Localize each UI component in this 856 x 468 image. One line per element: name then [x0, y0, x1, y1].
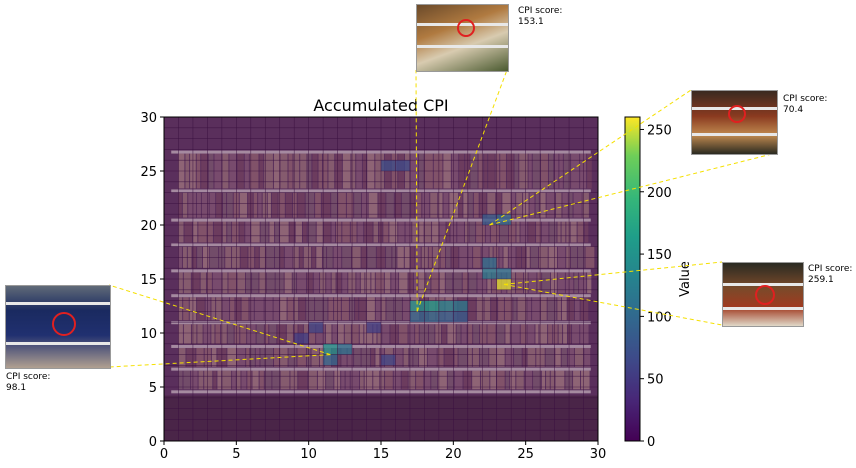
heatmap-cell-19 — [308, 322, 324, 333]
heatmap-cell-17 — [381, 160, 396, 171]
heatmap-cell-8 — [323, 343, 338, 355]
heatmap-cell-15 — [496, 214, 512, 225]
chart-title: Accumulated CPI — [313, 96, 448, 115]
leader-line-1-0 — [489, 89, 692, 226]
colorbar-label: Value — [678, 261, 693, 297]
leader-line-0-1 — [416, 69, 508, 312]
y-axis: 0 5 10 15 20 25 30 — [140, 111, 164, 450]
colorbar-ticks: 0 50 100 150 200 250 — [640, 123, 672, 450]
leader-line-2-0 — [503, 261, 723, 285]
leader-line-1-1 — [489, 152, 777, 226]
x-axis: 0 5 10 15 20 25 30 — [160, 441, 606, 462]
leader-line-3-1 — [108, 354, 331, 368]
inset-thumbnail-right-bottom — [722, 262, 804, 327]
heatmap-cell-4 — [409, 311, 425, 323]
inset-thumbnail-top — [416, 4, 509, 72]
colorbar-tick-label-0: 0 — [647, 435, 655, 450]
heatmap-cell-0 — [409, 300, 425, 312]
heatmap-cell-5 — [424, 311, 439, 323]
heatmap-cell-12 — [482, 268, 497, 279]
cpi-annotation-2: CPI score: 70.4 — [783, 94, 828, 115]
inset-thumbnail-right-top — [691, 90, 778, 155]
colorbar-tick-label-1: 50 — [647, 373, 664, 388]
colorbar-tick-label-3: 150 — [647, 248, 672, 263]
heatmap-cell-6 — [438, 311, 454, 323]
heatmap-cell-22 — [294, 333, 309, 344]
x-tick-label-1: 5 — [232, 447, 240, 462]
y-tick-label-3: 15 — [140, 273, 157, 288]
heatmap-cell-1 — [424, 300, 439, 312]
annotation-leader-lines — [108, 69, 777, 368]
heatmap-cell-2 — [438, 300, 454, 312]
colorbar-tick-label-2: 100 — [647, 310, 672, 325]
y-tick-label-4: 20 — [140, 219, 157, 234]
y-tick-label-1: 5 — [149, 381, 157, 396]
y-tick-label-6: 30 — [140, 111, 157, 126]
x-tick-label-5: 25 — [517, 447, 534, 462]
colorbar — [624, 116, 641, 442]
x-tick-label-3: 15 — [373, 447, 390, 462]
heatmap-cell-16 — [482, 214, 497, 225]
y-tick-label-5: 25 — [140, 165, 157, 180]
colorbar-tick-label-4: 200 — [647, 186, 672, 201]
heatmap-cell-14 — [482, 257, 497, 269]
leader-line-3-0 — [108, 284, 331, 356]
heatmap-cell-10 — [337, 343, 353, 355]
inset-thumbnail-left — [5, 285, 111, 369]
heatmap-cell-20 — [366, 322, 381, 333]
x-tick-label-0: 0 — [160, 447, 168, 462]
colorbar-tick-label-5: 250 — [647, 123, 672, 138]
heatmap-cell-18 — [395, 160, 410, 171]
y-tick-label-0: 0 — [149, 435, 157, 450]
leader-line-0-0 — [415, 69, 418, 312]
heatmap-cell-9 — [323, 354, 338, 366]
heatmap-cell-21 — [381, 354, 396, 366]
heatmap-cell-3 — [453, 300, 468, 312]
heatmap-cell-7 — [453, 311, 468, 323]
leader-line-2-1 — [503, 283, 723, 326]
heatmap-cell-13 — [496, 268, 512, 279]
y-tick-label-2: 10 — [140, 327, 157, 342]
x-tick-label-6: 30 — [590, 447, 607, 462]
cpi-annotation-1: CPI score: 153.1 — [518, 6, 563, 27]
x-tick-label-4: 20 — [445, 447, 462, 462]
heatmap-cells — [294, 160, 512, 366]
x-tick-label-2: 10 — [300, 447, 317, 462]
cpi-annotation-3: CPI score: 259.1 — [808, 264, 853, 285]
cpi-annotation-4: CPI score: 98.1 — [6, 372, 51, 393]
